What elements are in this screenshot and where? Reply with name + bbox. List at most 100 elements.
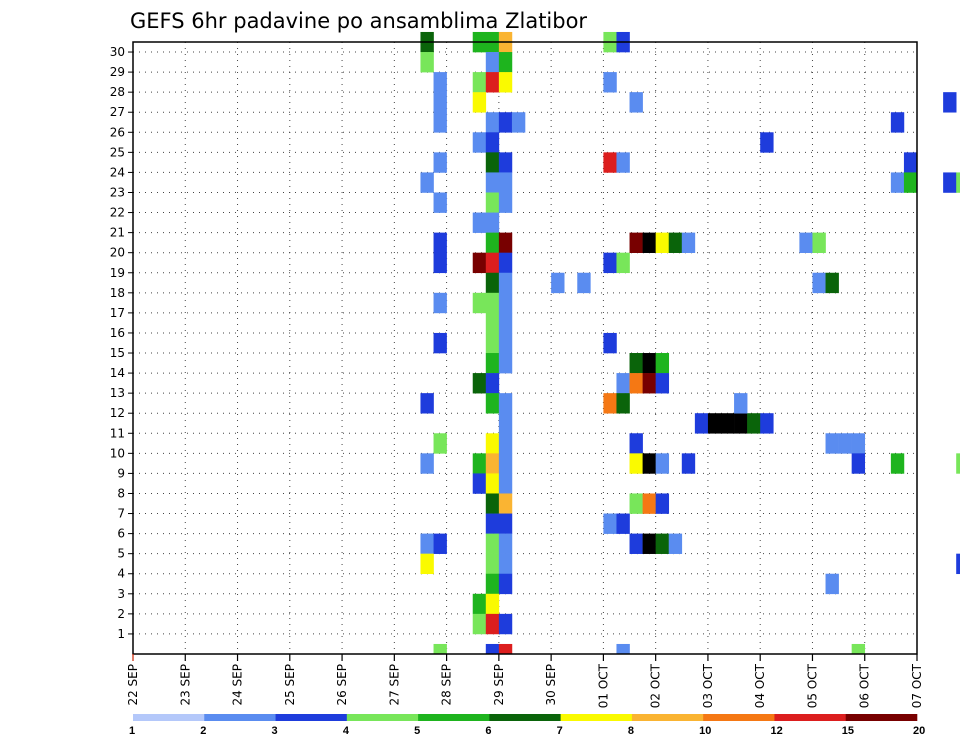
- y-tick-label: 26: [110, 125, 125, 139]
- colorbar: 1 2 3 4 5 6 7 8 10 12 15 20: [129, 714, 925, 737]
- heatmap-cell: [642, 353, 656, 374]
- heatmap-cell: [472, 593, 487, 615]
- x-tick-label: 29 SEP: [492, 664, 506, 706]
- heatmap-cell: [498, 553, 513, 575]
- heatmap-cell: [903, 172, 918, 193]
- heatmap-cell: [433, 332, 447, 354]
- heatmap-cell: [485, 513, 500, 534]
- cells-layer: [420, 31, 960, 655]
- colorbar-label: 2: [200, 725, 206, 737]
- heatmap-cell: [747, 413, 761, 434]
- heatmap-cell: [851, 453, 866, 474]
- y-tick-label: 3: [117, 587, 125, 601]
- heatmap-cell: [433, 232, 447, 253]
- heatmap-cell: [616, 373, 630, 394]
- y-tick-label: 30: [110, 45, 125, 59]
- plot-frame: [132, 41, 918, 655]
- x-tick-label: 01 OCT: [596, 663, 610, 708]
- colorbar-label: 8: [628, 725, 634, 737]
- y-tick-label: 17: [110, 306, 125, 320]
- heatmap-cell: [655, 493, 670, 514]
- heatmap-cell: [485, 573, 500, 595]
- colorbar-swatch: [703, 714, 775, 721]
- heatmap-cell: [485, 453, 500, 474]
- heatmap-cell: [472, 72, 487, 93]
- heatmap-cell: [629, 232, 643, 253]
- y-tick-label: 21: [110, 226, 125, 240]
- y-tick-label: 9: [117, 466, 125, 480]
- heatmap-cell: [629, 453, 643, 474]
- heatmap-cell: [642, 533, 656, 554]
- heatmap-cell: [485, 252, 500, 274]
- colorbar-label: 5: [414, 725, 420, 737]
- heatmap-cell: [472, 373, 487, 394]
- x-tick-label: 25 SEP: [283, 664, 297, 706]
- heatmap-cell: [498, 393, 513, 414]
- x-axis: 22 SEP 23 SEP 24 SEP 25 SEP 26 SEP 27 SEP 28 S…: [126, 654, 924, 708]
- heatmap-cell: [890, 172, 905, 193]
- heatmap-cell: [655, 353, 670, 374]
- colorbar-swatch: [774, 714, 847, 721]
- colorbar-swatch: [845, 714, 918, 721]
- heatmap-cell: [498, 172, 513, 193]
- y-tick-label: 27: [110, 105, 125, 119]
- heatmap-cell: [498, 312, 513, 334]
- heatmap-cell: [498, 573, 513, 595]
- heatmap-cell: [603, 513, 617, 534]
- heatmap-cell: [498, 413, 513, 434]
- heatmap-cell: [956, 453, 960, 474]
- x-tick-label: 22 SEP: [126, 664, 140, 706]
- x-tick-label: 03 OCT: [701, 663, 715, 708]
- heatmap-cell: [799, 232, 813, 253]
- colorbar-label: 7: [557, 725, 563, 737]
- y-tick-label: 24: [110, 165, 125, 179]
- heatmap-cell: [420, 172, 434, 193]
- heatmap-cell: [629, 373, 643, 394]
- heatmap-cell: [498, 192, 513, 213]
- heatmap-cell: [498, 613, 513, 635]
- colorbar-swatch: [489, 714, 561, 721]
- heatmap-cell: [420, 52, 434, 73]
- heatmap-cell: [433, 252, 447, 274]
- y-tick-label: 4: [117, 567, 125, 581]
- y-tick-label: 11: [110, 426, 125, 440]
- colorbar-label: 1: [129, 725, 135, 737]
- heatmap-cell: [629, 533, 643, 554]
- x-tick-label: 06 OCT: [858, 663, 872, 708]
- colorbar-label: 20: [913, 725, 925, 737]
- heatmap-cell: [485, 212, 500, 233]
- heatmap-cell: [838, 433, 852, 454]
- heatmap-cell: [655, 453, 670, 474]
- heatmap-cell: [642, 453, 656, 474]
- colorbar-label: 12: [770, 725, 782, 737]
- y-tick-label: 12: [110, 406, 125, 420]
- heatmap-cell: [551, 272, 565, 294]
- heatmap-cell: [485, 393, 500, 414]
- heatmap-cell: [603, 332, 617, 354]
- x-tick-label: 24 SEP: [231, 664, 245, 706]
- heatmap-cell: [616, 643, 630, 655]
- heatmap-cell: [498, 433, 513, 454]
- heatmap-cell: [485, 593, 500, 615]
- y-tick-label: 7: [117, 507, 125, 521]
- heatmap-cell: [485, 52, 500, 73]
- heatmap-cell: [890, 453, 905, 474]
- x-tick-label: 02 OCT: [649, 663, 663, 708]
- heatmap-cell: [498, 353, 513, 374]
- heatmap-cell: [420, 533, 434, 554]
- heatmap-cell: [825, 573, 839, 595]
- heatmap-cell: [616, 393, 630, 414]
- x-tick-label: 05 OCT: [805, 663, 819, 708]
- heatmap-cell: [668, 533, 683, 554]
- heatmap-cell: [485, 172, 500, 193]
- heatmap-cell: [511, 112, 526, 133]
- heatmap-cell: [825, 433, 839, 454]
- heatmap-cell: [629, 353, 643, 374]
- colorbar-swatch: [631, 714, 704, 721]
- heatmap-cell: [433, 112, 447, 133]
- heatmap-cell: [420, 453, 434, 474]
- heatmap-cell: [498, 453, 513, 474]
- y-tick-label: 28: [110, 85, 125, 99]
- heatmap-cell: [943, 172, 957, 193]
- heatmap-cell: [485, 112, 500, 133]
